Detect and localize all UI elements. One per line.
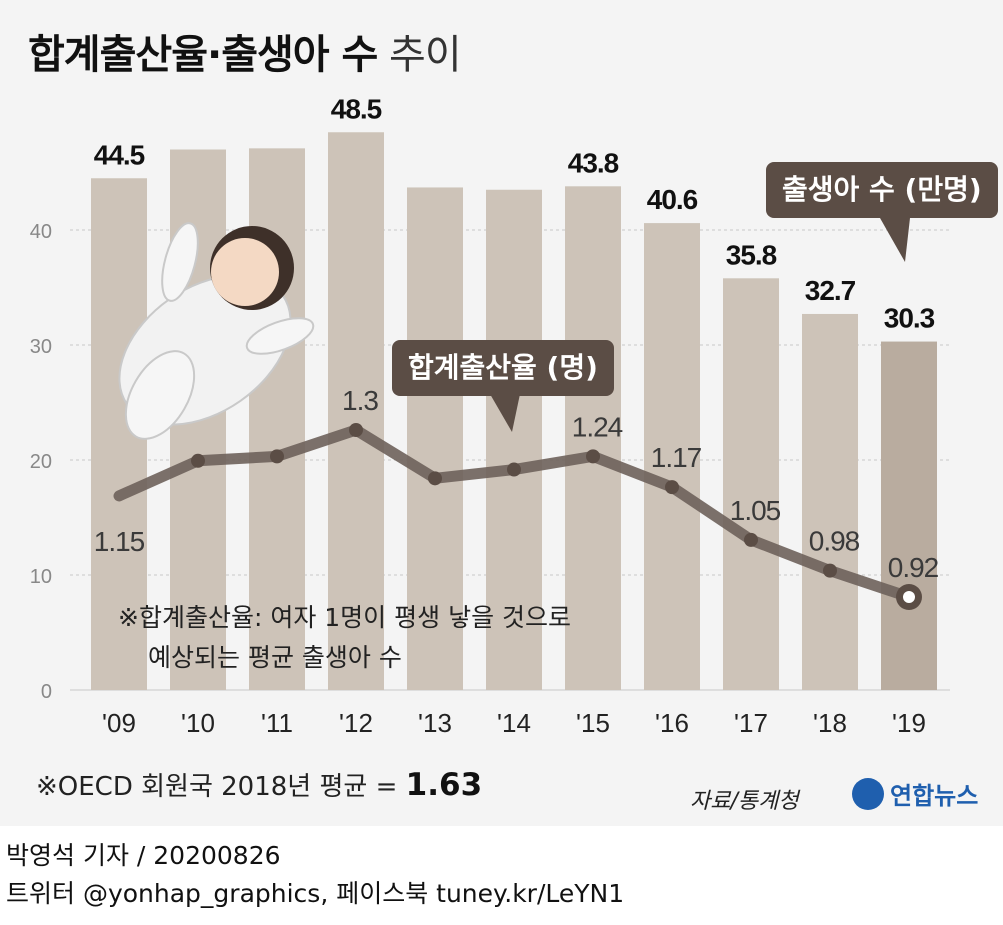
baby-illustration — [118, 222, 315, 440]
line-point — [349, 423, 363, 437]
title-main: 합계출산율·출생아 수 — [28, 32, 378, 78]
line-point — [507, 462, 521, 477]
x-tick-label: '14 — [497, 708, 531, 738]
baby-face — [211, 238, 279, 306]
y-tick-label: 30 — [30, 336, 52, 358]
baby-leg — [124, 350, 196, 440]
line-value-label: 1.3 — [342, 385, 378, 416]
yonhap-logo: 연합뉴스 — [852, 776, 978, 811]
births-callout: 출생아 수 (만명) — [766, 162, 998, 218]
oecd-average: ※OECD 회원국 2018년 평균 = 1.63 — [36, 766, 482, 803]
bar-value-label: 44.5 — [94, 139, 145, 170]
x-tick-label: '12 — [339, 708, 373, 738]
line-value-label: 1.15 — [94, 526, 145, 557]
y-tick-label: 40 — [30, 221, 52, 243]
footnote-line-2: 예상되는 평균 출생아 수 — [148, 643, 402, 672]
y-tick-label: 10 — [30, 566, 52, 588]
line-point — [191, 453, 205, 468]
line-point-final-center — [903, 591, 915, 603]
bar-value-label: 43.8 — [568, 147, 619, 178]
bar — [644, 223, 700, 690]
bar-value-label: 32.7 — [805, 275, 856, 306]
x-tick-label: '11 — [261, 708, 293, 738]
birth-chart: 0 10 20 30 40 44.5 '09 '10 '11 48.5 '12 '13 '14 43.8 '… — [30, 93, 950, 738]
x-tick-label: '18 — [813, 708, 847, 738]
fertility-callout-pointer — [490, 394, 520, 432]
footnote: ※합계출산율: 여자 1명이 평생 낳을 것으로 예상되는 평균 출생아 수 — [118, 598, 571, 678]
bar — [565, 186, 621, 691]
x-tick-label: '17 — [734, 708, 768, 738]
x-tick-label: '09 — [102, 708, 136, 738]
births-callout-pointer — [880, 218, 910, 262]
x-tick-label: '15 — [576, 708, 610, 738]
oecd-text: ※OECD 회원국 2018년 평균 = — [36, 772, 406, 802]
credit-line-1: 박영석 기자 / 20200826 — [6, 841, 281, 870]
fertility-callout: 합계출산율 (명) — [392, 340, 614, 396]
line-value-label: 1.24 — [572, 411, 623, 442]
line-value-label: 1.17 — [651, 442, 702, 473]
oecd-value: 1.63 — [405, 767, 483, 803]
y-tick-label: 20 — [30, 451, 52, 473]
line-value-label: 0.98 — [809, 526, 860, 557]
line-point — [270, 449, 284, 464]
bar — [328, 132, 384, 690]
bar-value-label: 48.5 — [331, 93, 382, 124]
source-label: 자료/통계청 — [690, 789, 799, 814]
line-point — [586, 449, 600, 464]
x-tick-label: '10 — [181, 708, 215, 738]
bar-value-label: 40.6 — [647, 184, 698, 215]
credit-line-2: 트위터 @yonhap_graphics, 페이스북 tuney.kr/LeYN… — [6, 879, 625, 908]
bar-value-label: 30.3 — [884, 303, 935, 334]
y-tick-label: 0 — [41, 681, 52, 703]
bar — [407, 187, 463, 690]
bar-value-label: 35.8 — [726, 239, 777, 270]
bar — [881, 341, 937, 690]
x-tick-label: '19 — [892, 708, 926, 738]
yonhap-logo-icon — [852, 777, 884, 810]
line-point — [428, 471, 442, 486]
x-tick-label: '13 — [418, 708, 452, 738]
line-point — [665, 480, 679, 495]
x-tick-label: '16 — [655, 708, 689, 738]
line-point — [823, 563, 837, 578]
baby-arm — [161, 222, 199, 302]
bar — [723, 278, 779, 690]
line-value-label: 0.92 — [888, 552, 939, 583]
line-value-label: 1.05 — [730, 495, 781, 526]
baby-arm-right — [245, 317, 315, 355]
footnote-line-1: ※합계출산율: 여자 1명이 평생 낳을 것으로 — [118, 603, 572, 632]
bar — [486, 189, 542, 690]
logo-text: 연합뉴스 — [890, 782, 979, 810]
title-suffix: 추이 — [389, 32, 462, 78]
line-point — [744, 532, 758, 547]
page-title: 합계출산율·출생아 수 추이 — [28, 22, 462, 80]
bar — [802, 313, 858, 690]
